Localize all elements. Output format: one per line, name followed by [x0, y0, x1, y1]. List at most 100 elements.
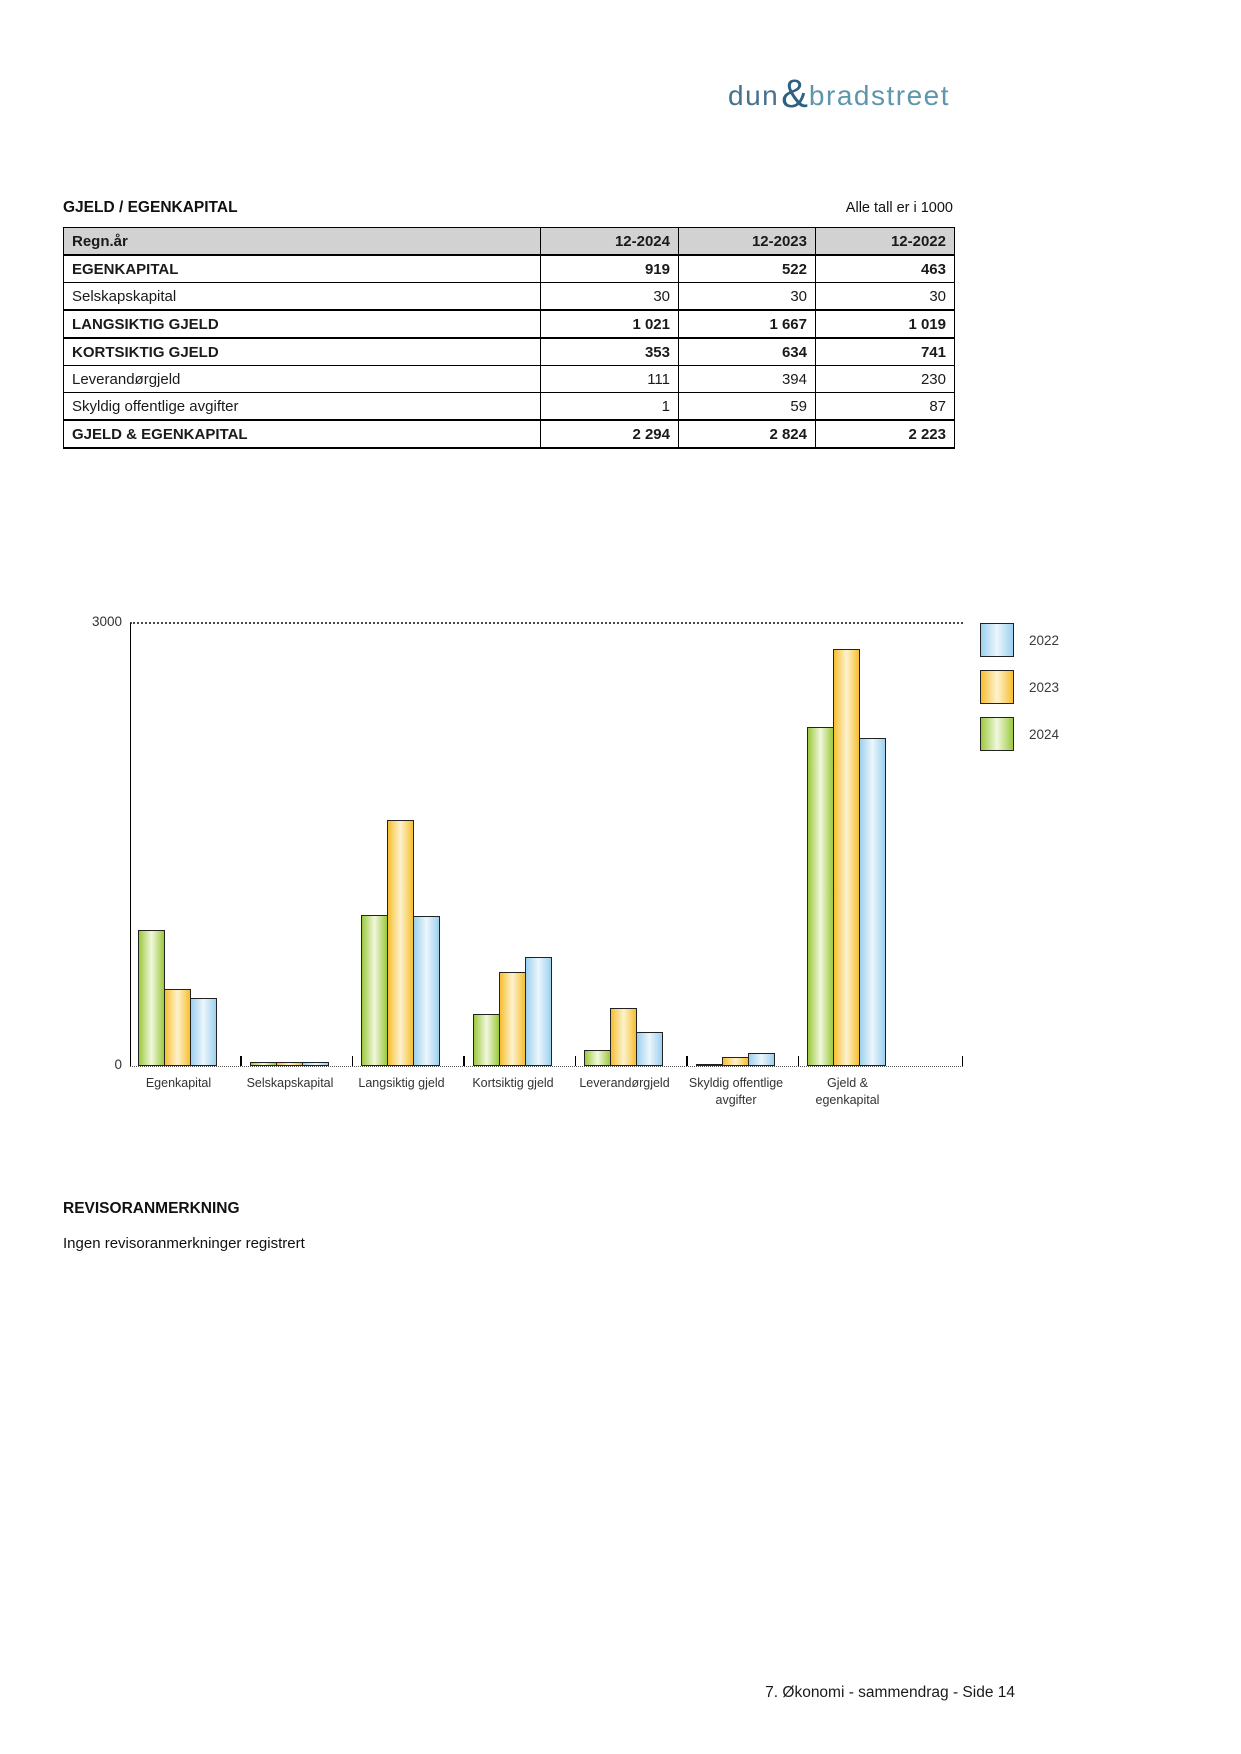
cell-value: 741 — [815, 337, 955, 366]
cell-value: 30 — [815, 282, 955, 311]
cell-value: 1 — [540, 392, 679, 421]
table-row: Selskapskapital 30 30 30 — [63, 282, 955, 311]
category-label: Gjeld & egenkapital — [783, 1075, 913, 1109]
table-row: KORTSIKTIG GJELD 353 634 741 — [63, 337, 955, 366]
cell-value: 1 667 — [678, 309, 816, 339]
bar-group-kortsiktig-gjeld — [472, 956, 554, 1066]
legend-swatch-2023 — [980, 670, 1014, 704]
dun-bradstreet-logo: dun & bradstreet — [728, 74, 950, 118]
bar-2022 — [859, 737, 886, 1066]
logo-word-dun: dun — [728, 80, 780, 111]
bar-2022 — [636, 1032, 663, 1066]
gjeld-egenkapital-chart: 3000 0 Egenkapital Selskapskapital Langsik… — [80, 545, 1190, 1107]
bar-2024 — [584, 1049, 611, 1066]
bar-2022 — [190, 997, 217, 1066]
cell-value: 394 — [678, 365, 816, 393]
cell-value: 59 — [678, 392, 816, 421]
column-header: 12-2023 — [678, 227, 816, 256]
cell-value: 919 — [540, 254, 679, 283]
category-label: Skyldig offentlige avgifter — [671, 1075, 801, 1109]
legend-label: 2023 — [1029, 679, 1060, 695]
column-header: 12-2024 — [540, 227, 679, 256]
table-row: Skyldig offentlige avgifter 1 59 87 — [63, 392, 955, 421]
column-header: Regn.år — [63, 227, 541, 256]
revisor-heading: REVISORANMERKNING — [63, 1200, 240, 1217]
bar-2023 — [275, 1061, 303, 1066]
y-axis-max-label: 3000 — [91, 614, 122, 629]
table-row: Leverandørgjeld 111 394 230 — [63, 365, 955, 393]
axis-tick — [686, 1056, 688, 1066]
axis-tick — [351, 1056, 353, 1066]
bar-2023 — [610, 1007, 637, 1066]
bar-2024 — [361, 915, 388, 1066]
row-label: Leverandørgjeld — [63, 365, 541, 393]
gjeld-egenkapital-table: Regn.år 12-2024 12-2023 12-2022 EGENKAPITAL… — [63, 227, 955, 449]
legend-item-2022: 2022 — [980, 623, 1059, 657]
section-heading-row: GJELD / EGENKAPITAL Alle tall er i 1000 — [63, 199, 953, 217]
bar-2024 — [807, 727, 834, 1066]
category-label-line: Gjeld & — [827, 1076, 868, 1090]
legend-swatch-2022 — [980, 623, 1014, 657]
category-label: Selskapskapital — [225, 1075, 355, 1092]
cell-value: 2 824 — [678, 419, 816, 449]
bar-2023 — [833, 649, 860, 1066]
bar-2024 — [472, 1013, 500, 1066]
row-label: Selskapskapital — [63, 282, 541, 311]
cell-value: 1 021 — [540, 309, 679, 339]
cell-value: 30 — [540, 282, 679, 311]
logo-word-bradstreet: bradstreet — [808, 80, 950, 111]
axis-tick — [463, 1056, 465, 1066]
bar-group-selskapskapital — [249, 1061, 331, 1066]
legend-item-2024: 2024 — [980, 717, 1059, 751]
cell-value: 30 — [678, 282, 816, 311]
bar-2023 — [164, 988, 191, 1066]
category-label-line: Langsiktig gjeld — [358, 1076, 445, 1090]
category-label: Egenkapital — [114, 1075, 244, 1092]
table-body: EGENKAPITAL 919 522 463 Selskapskapital 30 30 3… — [63, 254, 955, 449]
cell-value: 1 019 — [815, 309, 955, 339]
table-row: LANGSIKTIG GJELD 1 021 1 667 1 019 — [63, 309, 955, 339]
bar-group-langsiktig-gjeld — [361, 819, 442, 1066]
bar-2024 — [138, 930, 165, 1066]
axis-tick — [797, 1056, 799, 1066]
table-row: GJELD & EGENKAPITAL 2 294 2 824 2 223 — [63, 419, 955, 449]
row-label: GJELD & EGENKAPITAL — [63, 419, 541, 449]
cell-value: 230 — [815, 365, 955, 393]
bar-2023 — [721, 1057, 749, 1066]
bar-2022 — [413, 915, 440, 1066]
axis-tick — [574, 1056, 576, 1066]
category-label: Langsiktig gjeld — [337, 1075, 467, 1092]
legend-label: 2022 — [1029, 632, 1060, 648]
category-label: Leverandørgjeld — [560, 1075, 690, 1092]
column-header: 12-2022 — [815, 227, 955, 256]
y-axis-zero-label: 0 — [114, 1057, 122, 1072]
cell-value: 2 223 — [815, 419, 955, 449]
row-label: KORTSIKTIG GJELD — [63, 337, 541, 366]
table-header: Regn.år 12-2024 12-2023 12-2022 — [63, 227, 955, 256]
logo-ampersand-icon: & — [781, 72, 808, 116]
table-row: EGENKAPITAL 919 522 463 — [63, 254, 955, 283]
cell-value: 463 — [815, 254, 955, 283]
revisor-text: Ingen revisoranmerkninger registrert — [63, 1235, 305, 1252]
category-label-line: Kortsiktig gjeld — [472, 1076, 554, 1090]
axis-tick — [240, 1056, 242, 1066]
category-label-line: egenkapital — [815, 1093, 880, 1107]
legend-label: 2024 — [1029, 726, 1060, 742]
legend-item-2023: 2023 — [980, 670, 1059, 704]
category-label-line: Selskapskapital — [246, 1076, 334, 1090]
cell-value: 2 294 — [540, 419, 679, 449]
cell-value: 522 — [678, 254, 816, 283]
category-label-line: Egenkapital — [145, 1076, 212, 1090]
table-header-row: Regn.år 12-2024 12-2023 12-2022 — [63, 227, 955, 256]
bar-group-leverand-rgjeld — [584, 1007, 665, 1066]
bar-group-skyldig-offentlige-avgifter — [695, 1053, 777, 1066]
row-label: EGENKAPITAL — [63, 254, 541, 283]
cell-value: 87 — [815, 392, 955, 421]
section-title: GJELD / EGENKAPITAL — [63, 199, 238, 216]
bar-2022 — [524, 956, 552, 1066]
cell-value: 634 — [678, 337, 816, 366]
category-label-line: Skyldig offentlige — [688, 1076, 784, 1090]
page-footer: 7. Økonomi - sammendrag - Side 14 — [765, 1684, 1015, 1701]
bar-group-egenkapital — [138, 930, 219, 1066]
